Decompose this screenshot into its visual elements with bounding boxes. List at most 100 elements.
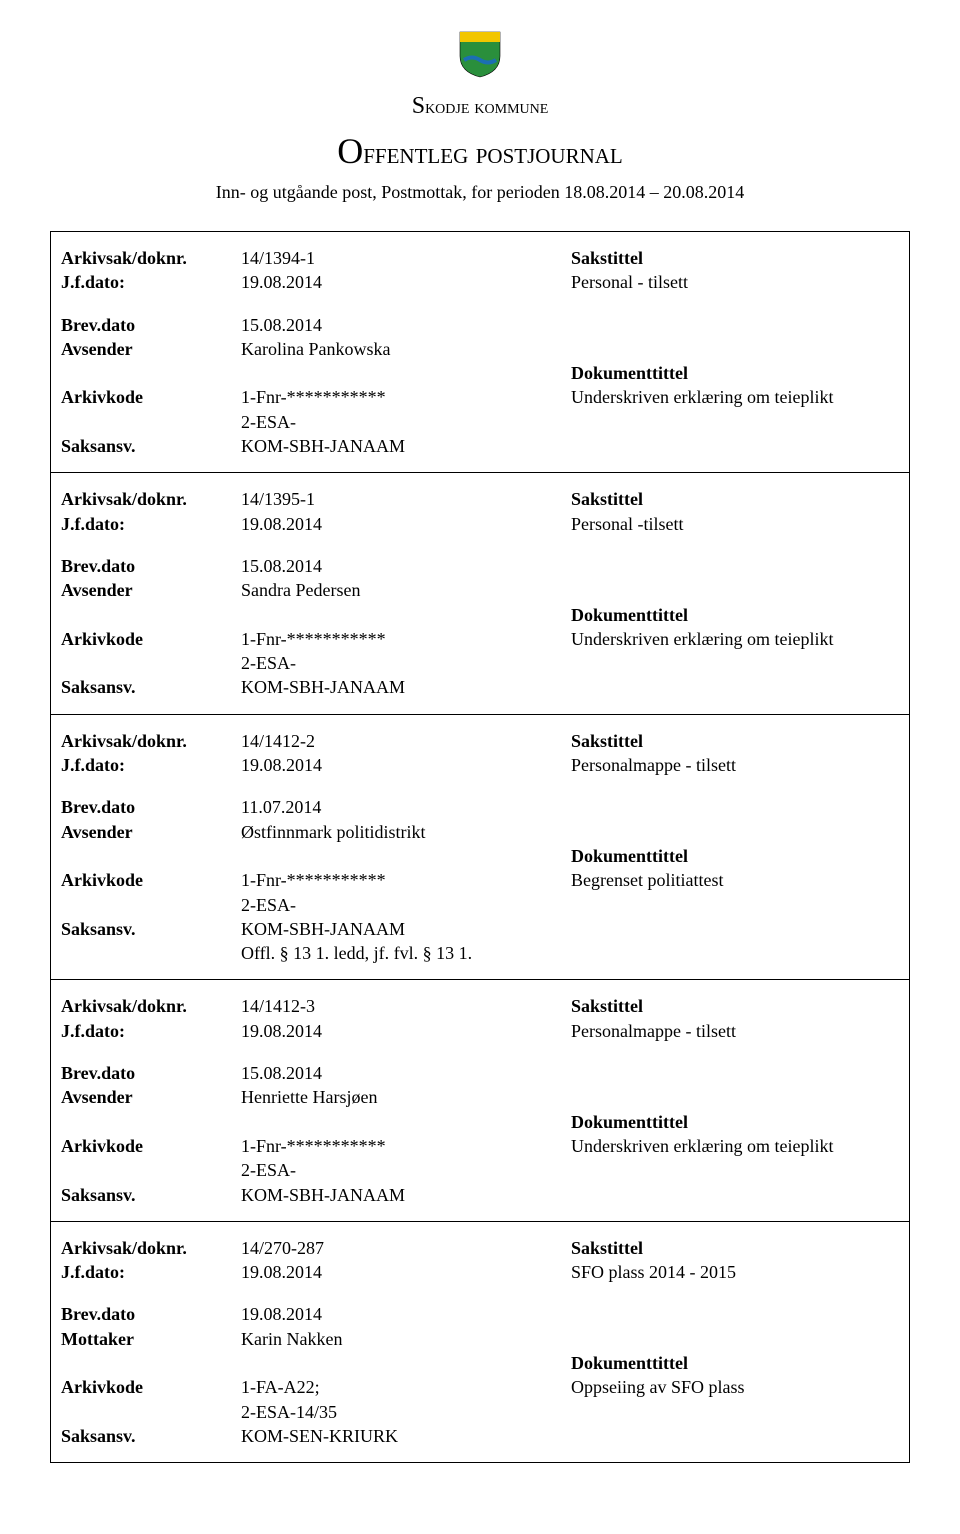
party-label: Avsender	[61, 820, 241, 844]
arkivkode-value-2: 2-ESA-	[241, 893, 571, 917]
kommune-first: S	[412, 93, 425, 119]
party-value: Karolina Pankowska	[241, 337, 571, 361]
party-value: Østfinnmark politidistrikt	[241, 820, 571, 844]
doknr-label: Arkivsak/doknr.	[61, 1236, 241, 1260]
journal-entry: Arkivsak/doknr.14/1394-1Sakstittel J.f.da…	[51, 232, 909, 472]
arkivkode-value-1: 1-Fnr-***********	[241, 868, 571, 892]
page-subtitle: Inn- og utgåande post, Postmottak, for p…	[50, 182, 910, 203]
jfdato-label: J.f.dato:	[61, 512, 241, 536]
sakstittel-value: Personal -tilsett	[571, 512, 683, 536]
dokumenttittel-value: Begrenset politiattest	[571, 868, 723, 892]
sakstittel-label: Sakstittel	[571, 729, 643, 753]
brevdato-value: 19.08.2014	[241, 1302, 571, 1326]
dokumenttittel-value: Oppseiing av SFO plass	[571, 1375, 745, 1399]
saksansv-label: Saksansv.	[61, 917, 241, 941]
dokumenttittel-label: Dokumenttittel	[571, 1110, 688, 1134]
extra-value: Offl. § 13 1. ledd, jf. fvl. § 13 1.	[241, 941, 571, 965]
page-title: Offentleg postjournal	[50, 130, 910, 172]
kommune-rest: kodje kommune	[425, 96, 548, 118]
saksansv-label: Saksansv.	[61, 1183, 241, 1207]
journal-entry: Arkivsak/doknr.14/1412-2Sakstittel J.f.da…	[51, 714, 909, 980]
brevdato-label: Brev.dato	[61, 1302, 241, 1326]
party-value: Sandra Pedersen	[241, 578, 571, 602]
sakstittel-label: Sakstittel	[571, 994, 643, 1018]
arkivkode-label: Arkivkode	[61, 1134, 241, 1158]
party-label: Avsender	[61, 337, 241, 361]
arkivkode-value-1: 1-FA-A22;	[241, 1375, 571, 1399]
jfdato-label: J.f.dato:	[61, 270, 241, 294]
doknr-label: Arkivsak/doknr.	[61, 994, 241, 1018]
sakstittel-value: Personal - tilsett	[571, 270, 688, 294]
entries-container: Arkivsak/doknr.14/1394-1SakstittelJ.f.da…	[50, 231, 910, 1463]
doknr-value: 14/1412-2	[241, 729, 571, 753]
jfdato-label: J.f.dato:	[61, 1260, 241, 1284]
saksansv-value: KOM-SBH-JANAAM	[241, 434, 571, 458]
arkivkode-value-2: 2-ESA-	[241, 410, 571, 434]
doknr-value: 14/1394-1	[241, 246, 571, 270]
arkivkode-value-1: 1-Fnr-***********	[241, 627, 571, 651]
dokumenttittel-value: Underskriven erklæring om teieplikt	[571, 1134, 833, 1158]
document-header: Skodje kommune Offentleg postjournal Inn…	[50, 30, 910, 203]
kommune-shield-icon	[458, 30, 502, 83]
dokumenttittel-label: Dokumenttittel	[571, 361, 688, 385]
jfdato-label: J.f.dato:	[61, 1019, 241, 1043]
saksansv-label: Saksansv.	[61, 434, 241, 458]
saksansv-label: Saksansv.	[61, 1424, 241, 1448]
doknr-value: 14/1412-3	[241, 994, 571, 1018]
jfdato-value: 19.08.2014	[241, 512, 571, 536]
dokumenttittel-value: Underskriven erklæring om teieplikt	[571, 385, 833, 409]
sakstittel-label: Sakstittel	[571, 487, 643, 511]
party-label: Avsender	[61, 1085, 241, 1109]
party-value: Karin Nakken	[241, 1327, 571, 1351]
jfdato-value: 19.08.2014	[241, 1260, 571, 1284]
arkivkode-value-1: 1-Fnr-***********	[241, 385, 571, 409]
jfdato-label: J.f.dato:	[61, 753, 241, 777]
saksansv-value: KOM-SBH-JANAAM	[241, 917, 571, 941]
journal-entry: Arkivsak/doknr.14/1395-1Sakstittel J.f.da…	[51, 472, 909, 713]
arkivkode-value-2: 2-ESA-	[241, 651, 571, 675]
page: Skodje kommune Offentleg postjournal Inn…	[0, 0, 960, 1503]
doknr-label: Arkivsak/doknr.	[61, 729, 241, 753]
jfdato-value: 19.08.2014	[241, 1019, 571, 1043]
journal-entry: Arkivsak/doknr.14/270-287SakstittelJ.f.d…	[51, 1221, 909, 1462]
brevdato-value: 15.08.2014	[241, 313, 571, 337]
arkivkode-value-2: 2-ESA-14/35	[241, 1400, 571, 1424]
arkivkode-label: Arkivkode	[61, 385, 241, 409]
arkivkode-value-1: 1-Fnr-***********	[241, 1134, 571, 1158]
sakstittel-label: Sakstittel	[571, 1236, 643, 1260]
brevdato-label: Brev.dato	[61, 795, 241, 819]
arkivkode-label: Arkivkode	[61, 1375, 241, 1399]
arkivkode-label: Arkivkode	[61, 627, 241, 651]
brevdato-value: 15.08.2014	[241, 1061, 571, 1085]
title-rest: ffentleg postjournal	[363, 137, 623, 170]
title-first: O	[337, 131, 363, 171]
party-value: Henriette Harsjøen	[241, 1085, 571, 1109]
jfdato-value: 19.08.2014	[241, 753, 571, 777]
sakstittel-value: Personalmappe - tilsett	[571, 1019, 736, 1043]
saksansv-value: KOM-SBH-JANAAM	[241, 675, 571, 699]
brevdato-label: Brev.dato	[61, 554, 241, 578]
doknr-value: 14/1395-1	[241, 487, 571, 511]
brevdato-value: 11.07.2014	[241, 795, 571, 819]
arkivkode-label: Arkivkode	[61, 868, 241, 892]
saksansv-value: KOM-SBH-JANAAM	[241, 1183, 571, 1207]
brevdato-label: Brev.dato	[61, 1061, 241, 1085]
dokumenttittel-value: Underskriven erklæring om teieplikt	[571, 627, 833, 651]
dokumenttittel-label: Dokumenttittel	[571, 844, 688, 868]
sakstittel-label: Sakstittel	[571, 246, 643, 270]
saksansv-label: Saksansv.	[61, 675, 241, 699]
dokumenttittel-label: Dokumenttittel	[571, 1351, 688, 1375]
party-label: Avsender	[61, 578, 241, 602]
dokumenttittel-label: Dokumenttittel	[571, 603, 688, 627]
doknr-label: Arkivsak/doknr.	[61, 246, 241, 270]
doknr-label: Arkivsak/doknr.	[61, 487, 241, 511]
sakstittel-value: Personalmappe - tilsett	[571, 753, 736, 777]
kommune-name: Skodje kommune	[50, 93, 910, 120]
party-label: Mottaker	[61, 1327, 241, 1351]
journal-entry: Arkivsak/doknr.14/1412-3Sakstittel J.f.da…	[51, 979, 909, 1220]
brevdato-value: 15.08.2014	[241, 554, 571, 578]
brevdato-label: Brev.dato	[61, 313, 241, 337]
saksansv-value: KOM-SEN-KRIURK	[241, 1424, 571, 1448]
arkivkode-value-2: 2-ESA-	[241, 1158, 571, 1182]
sakstittel-value: SFO plass 2014 - 2015	[571, 1260, 736, 1284]
